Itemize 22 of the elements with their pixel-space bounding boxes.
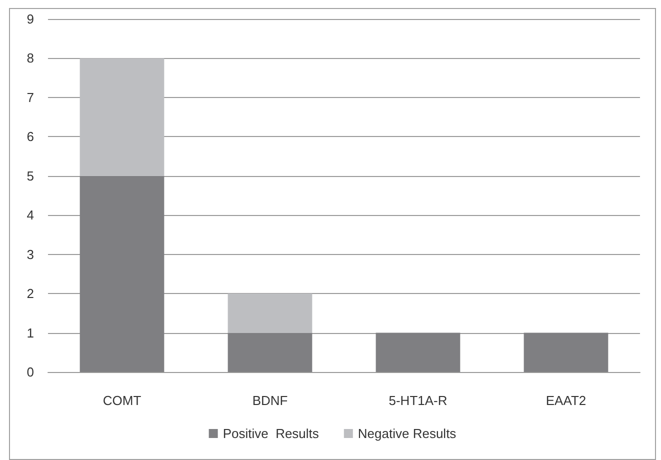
x-tick-label: EAAT2: [546, 393, 586, 408]
bar: [228, 332, 312, 372]
legend-label: Negative Results: [358, 426, 457, 441]
x-tick-label: COMT: [102, 393, 142, 408]
y-tick-label: 5: [26, 168, 34, 184]
y-tick-label: 4: [26, 208, 34, 223]
bar: [376, 332, 460, 372]
y-tick-label: 1: [26, 325, 34, 340]
x-tick-label: 5-HT1A-R: [388, 393, 448, 408]
y-tick-label: 3: [26, 246, 34, 262]
y-tick-label: 7: [26, 90, 34, 105]
legend-label: Positive Results: [222, 426, 320, 441]
y-tick-label: 0: [26, 364, 34, 380]
x-tick-label: BDNF: [252, 393, 288, 408]
bar: [80, 176, 164, 372]
y-tick-label: 6: [26, 129, 34, 144]
y-tick-label: 8: [26, 50, 34, 66]
y-tick-label: 2: [26, 286, 34, 302]
bar: [228, 294, 312, 333]
y-tick-label: 9: [26, 12, 34, 26]
bar: [80, 58, 164, 176]
bar: [524, 332, 608, 372]
